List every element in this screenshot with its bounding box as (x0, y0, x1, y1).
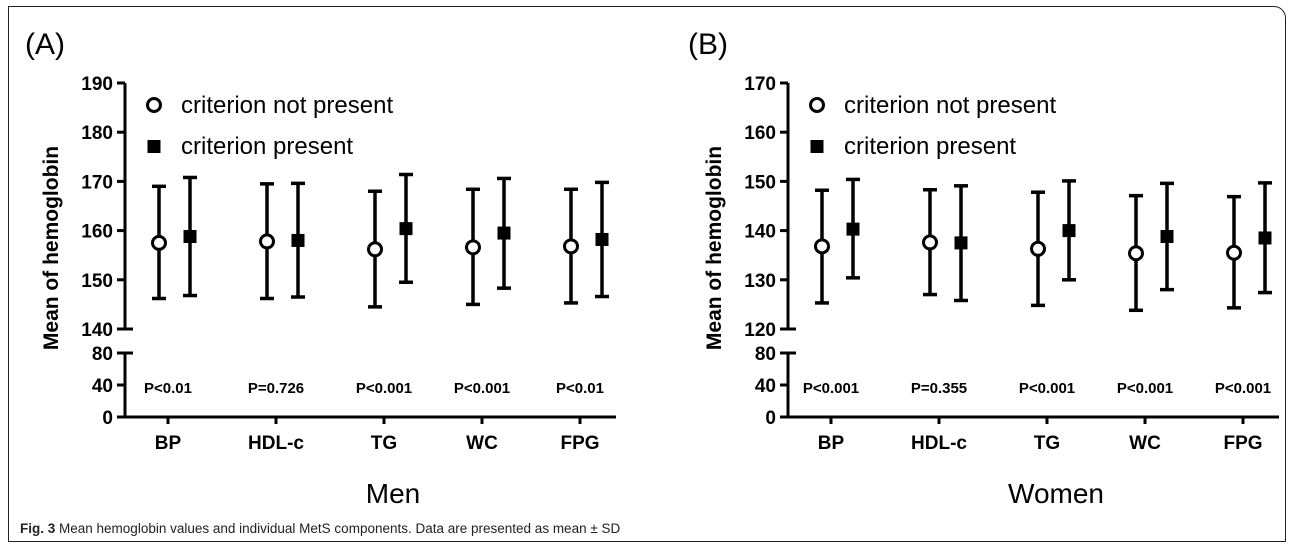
panel-b-legend-marker-not-present (809, 97, 825, 113)
panel-b-group-label: Women (1008, 478, 1104, 509)
panel-a-y-tick-label-lower: 0 (102, 408, 113, 429)
panel-a-p-value-label: P<0.01 (144, 380, 192, 397)
figure-caption: Fig. 3 Mean hemoglobin values and indivi… (20, 521, 620, 536)
panel-a-y-tick-label-lower: 40 (92, 376, 113, 397)
panel-b-x-tick-label: WC (1129, 433, 1161, 454)
panel-a-x-tick-label: TG (371, 433, 397, 454)
panel-b-p-value-label: P<0.001 (1215, 380, 1271, 397)
panel-a-y-tick-label: 160 (81, 222, 113, 243)
panel-a-x-tick-label: WC (466, 433, 498, 454)
panel-a-legend-label-not-present: criterion not present (181, 92, 393, 119)
panel-b-legend-label-not-present: criterion not present (844, 92, 1056, 119)
panel-a-y-tick-label-lower: 80 (92, 344, 113, 365)
panel-a-group-label: Men (366, 478, 420, 509)
panel-a-y-axis-label: Mean of hemoglobin (40, 146, 63, 350)
panel-a-y-tick-label: 180 (81, 123, 113, 144)
panel-b-mean-marker-not-present (1030, 240, 1046, 257)
panel-b-x-tick-label: TG (1034, 433, 1060, 454)
panel-b-y-tick-label: 150 (744, 172, 776, 193)
panel-b-p-value-label: P=0.355 (911, 380, 967, 397)
panel-b-mean-marker-not-present (1128, 245, 1144, 262)
panel-b-p-value-label: P<0.001 (803, 380, 859, 397)
panel-b-mean-marker-present (846, 222, 860, 236)
panel-a-y-tick-label: 170 (81, 172, 113, 193)
panel-a-mean-marker-present (595, 232, 609, 246)
panel-a-legend-marker-not-present (146, 97, 162, 113)
panel-b-legend-label-present: criterion present (844, 133, 1016, 160)
panel-b-mean-marker-present (1258, 231, 1272, 245)
panel-a-x-tick-label: BP (155, 433, 182, 454)
panel-b-y-axis-label: Mean of hemoglobin (703, 146, 726, 350)
panel-a-x-tick-label: HDL-c (248, 433, 304, 454)
panel-a-mean-marker-not-present (465, 239, 481, 256)
panel-a-mean-marker-present (399, 222, 413, 236)
panel-b-y-tick-label: 130 (744, 271, 776, 292)
panel-a-legend-marker-present (147, 140, 161, 153)
panel-b-y-tick-label: 120 (744, 320, 776, 341)
caption-text: Mean hemoglobin values and individual Me… (55, 521, 621, 536)
panel-a-p-value-label: P<0.001 (454, 380, 510, 397)
panel-a-x-tick-label: FPG (560, 433, 599, 454)
panel-b-x-tick-label: BP (818, 433, 845, 454)
panel-a-y-tick-label: 190 (81, 74, 113, 95)
panel-a-y-tick-label: 140 (81, 320, 113, 341)
panel-a-p-value-label: P<0.001 (356, 380, 412, 397)
panel-a-mean-marker-not-present (563, 238, 579, 255)
panel-b-x-tick-label: HDL-c (911, 433, 967, 454)
panel-b-label: (B) (688, 28, 728, 61)
panel-a-mean-marker-present (183, 230, 197, 244)
panel-b-mean-marker-not-present (1226, 244, 1242, 261)
panel-a-p-value-label: P<0.01 (556, 380, 604, 397)
panel-b-mean-marker-present (1062, 224, 1076, 238)
panel-b-mean-marker-present (1160, 230, 1174, 244)
caption-label: Fig. 3 (20, 521, 56, 536)
panel-b-y-tick-label-lower: 0 (765, 408, 776, 429)
panel-a-legend-label-present: criterion present (181, 133, 353, 160)
panel-a-mean-marker-present (291, 233, 305, 247)
panel-b-mean-marker-not-present (814, 238, 830, 255)
panel-b-y-tick-label: 160 (744, 123, 776, 144)
panel-b-mean-marker-present (954, 236, 968, 250)
panel-b-mean-marker-not-present (922, 234, 938, 251)
panel-a-label: (A) (25, 28, 65, 61)
panel-b-legend-marker-present (810, 140, 824, 153)
panel-b-y-tick-label: 170 (744, 74, 776, 95)
panel-b-p-value-label: P<0.001 (1019, 380, 1075, 397)
panel-b-x-tick-label: FPG (1223, 433, 1262, 454)
panel-a-mean-marker-not-present (151, 234, 167, 251)
panel-b-p-value-label: P<0.001 (1117, 380, 1173, 397)
panel-b-y-tick-label-lower: 80 (755, 344, 776, 365)
panel-b-y-tick-label-lower: 40 (755, 376, 776, 397)
panel-a-mean-marker-present (497, 226, 511, 240)
panel-a-p-value-label: P=0.726 (248, 380, 304, 397)
panel-a-mean-marker-not-present (259, 233, 275, 250)
panel-a-mean-marker-not-present (367, 241, 383, 258)
figure-frame (8, 6, 1286, 542)
panel-b-y-tick-label: 140 (744, 222, 776, 243)
panel-a-y-tick-label: 150 (81, 271, 113, 292)
